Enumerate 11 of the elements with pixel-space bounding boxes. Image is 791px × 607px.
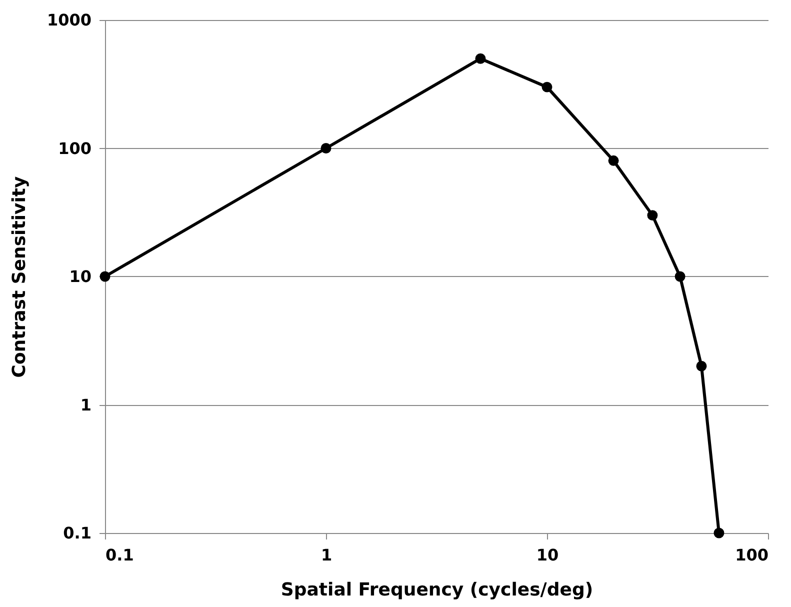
x-tick-label: 0.1 xyxy=(106,546,134,564)
y-tick-label: 100 xyxy=(58,138,92,158)
x-tick-label: 1 xyxy=(320,546,332,564)
y-axis-title: Contrast Sensitivity xyxy=(8,176,30,378)
x-axis-title: Spatial Frequency (cycles/deg) xyxy=(280,580,594,600)
y-tick-label: 0.1 xyxy=(63,524,92,542)
x-tick-label: 10 xyxy=(536,546,559,564)
y-tick-label: 1000 xyxy=(46,10,92,30)
y-tick-label: 10 xyxy=(69,267,92,286)
y-tick-label: 1 xyxy=(80,395,92,414)
x-tick-label: 100 xyxy=(735,546,768,564)
